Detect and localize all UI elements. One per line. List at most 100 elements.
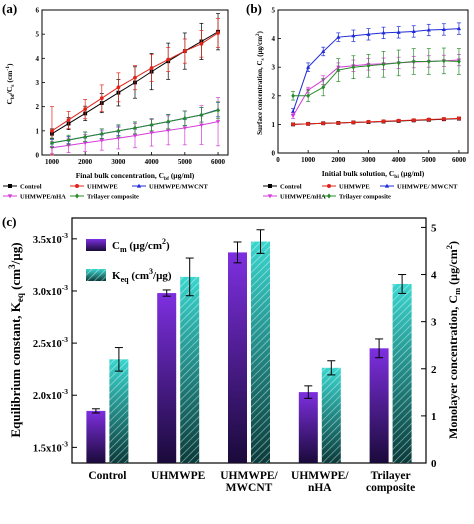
legend-label-control: Control — [280, 184, 302, 191]
panel-b-legend: Control UHMWPE UHMWPE/ MWCNT UHMWPE/nHA Tril… — [263, 184, 458, 201]
legend-label-uhmwpe-mwcnt: UHMWPE/ MWCNT — [397, 184, 458, 191]
legend-label-trilayer-composite: Trilayer composite — [339, 194, 391, 201]
bar-cm — [228, 252, 247, 463]
data-point — [133, 125, 137, 131]
left-y-tick-label: 2.5x10-3 — [33, 335, 68, 350]
series-line-uhmwpe-mwcnt — [292, 28, 459, 112]
panel-c-right-axis-label: Monolayer concentration, Cm (µg/cm2) — [444, 241, 462, 439]
panel-label-a: (a) — [2, 1, 17, 16]
bar-cm — [369, 348, 389, 463]
y-tick-label: 4 — [272, 35, 276, 43]
legend-marker-trilayer-composite — [75, 193, 79, 199]
data-point — [426, 59, 431, 64]
right-y-tick-label: 5 — [431, 222, 437, 234]
series-uhmwpe — [49, 18, 221, 156]
bar-group-uhmwpe — [157, 257, 200, 463]
bar-group-control — [86, 347, 129, 463]
series-line-uhmwpe-nha — [292, 59, 459, 117]
right-y-tick-label: 4 — [431, 270, 437, 282]
y-tick-label: 3 — [36, 79, 40, 87]
legend-label-uhmwpe: UHMWPE — [87, 184, 118, 191]
data-point — [441, 117, 446, 121]
x-tick-label: 5000 — [178, 158, 193, 166]
data-point — [290, 109, 296, 114]
data-point — [50, 128, 54, 133]
x-tick-label: 6000 — [211, 158, 226, 166]
category-label-composite: composite — [366, 482, 415, 494]
data-point — [83, 134, 88, 140]
data-point — [83, 141, 88, 146]
y-tick-label: 0 — [272, 150, 276, 158]
left-y-tick-label: 1.5x10-3 — [33, 439, 68, 454]
bar-cm — [86, 410, 106, 463]
data-point — [132, 134, 138, 138]
category-label-uhmwpe: UHMWPE/ — [291, 470, 349, 482]
data-point — [166, 119, 171, 125]
legend-marker-uhmwpe-mwcnt — [384, 183, 390, 188]
data-point — [321, 84, 326, 90]
data-point — [182, 49, 187, 53]
data-point — [396, 118, 401, 123]
category-label-trilayer: Trilayer — [371, 470, 411, 482]
data-point — [116, 85, 121, 90]
data-point — [149, 66, 154, 70]
data-point — [366, 119, 371, 124]
y-tick-label: 3 — [272, 64, 276, 72]
left-y-tick-label: 3.0x10-3 — [33, 283, 68, 298]
data-point — [411, 118, 416, 123]
series-uhmwpe — [291, 116, 461, 127]
data-point — [66, 118, 71, 122]
y-tick-label: 2 — [272, 92, 276, 100]
bar-keq-hatch — [251, 241, 270, 463]
data-point — [290, 114, 296, 119]
data-point — [351, 120, 356, 125]
x-tick-label: 3000 — [111, 158, 126, 166]
legend-label-keq: Keq (cm3/µg) — [112, 267, 172, 284]
data-point — [381, 30, 386, 35]
y-tick-label: 1 — [272, 121, 276, 129]
legend-label-uhmwpe-nha: UHMWPE/nHA — [20, 194, 66, 201]
panel-b-frame — [277, 9, 469, 154]
series-trilayer-composite — [291, 47, 461, 102]
category-label-mwcnt: MWCNT — [226, 482, 273, 494]
x-tick-label: 4000 — [392, 156, 407, 164]
right-y-tick-label: 3 — [431, 317, 437, 329]
x-tick-label: 2000 — [78, 158, 93, 166]
data-point — [336, 34, 341, 39]
legend-marker-uhmwpe — [327, 184, 331, 188]
y-tick-label: 5 — [36, 31, 40, 39]
bar-group-uhmwpe-mwcnt — [228, 229, 270, 463]
data-point — [116, 128, 121, 134]
data-point — [149, 122, 154, 128]
data-point — [351, 33, 356, 38]
bar-cm — [298, 392, 318, 463]
data-point — [199, 112, 204, 118]
bar-keq-hatch — [392, 283, 412, 463]
bar-group-trilayer-composite — [369, 274, 412, 463]
legend-label-trilayer-composite: Trilayer composite — [87, 194, 139, 201]
legend-marker-control — [268, 184, 272, 188]
y-tick-label: 5 — [272, 7, 276, 15]
data-point — [321, 121, 326, 126]
data-point — [66, 137, 71, 143]
panel-a-legend: Control UHMWPE UHMWPE/MWCNT UHMWPE/nHA Trila… — [3, 184, 209, 201]
data-point — [456, 26, 462, 31]
panel-a-y-axis-label: Cbf/Cs (cm-1) — [5, 63, 16, 105]
y-tick-label: 6 — [36, 7, 40, 15]
data-point — [366, 63, 371, 69]
data-point — [182, 126, 187, 131]
data-point — [166, 57, 171, 62]
data-point — [411, 29, 416, 33]
data-point — [116, 136, 121, 141]
data-point — [457, 116, 461, 121]
series-trilayer-composite — [49, 101, 221, 149]
series-uhmwpe-nha — [290, 53, 462, 120]
data-point — [306, 64, 311, 69]
legend-label-uhmwpe-mwcnt: UHMWPE/MWCNT — [149, 184, 209, 191]
data-point — [182, 115, 187, 121]
y-tick-label: 2 — [36, 103, 40, 111]
right-y-tick-label: 0 — [431, 458, 437, 470]
right-y-tick-label: 2 — [431, 364, 437, 376]
data-point — [166, 128, 171, 133]
panel-b-y-axis-label: Surface concentration, Cs (µg/cm2) — [256, 30, 266, 134]
